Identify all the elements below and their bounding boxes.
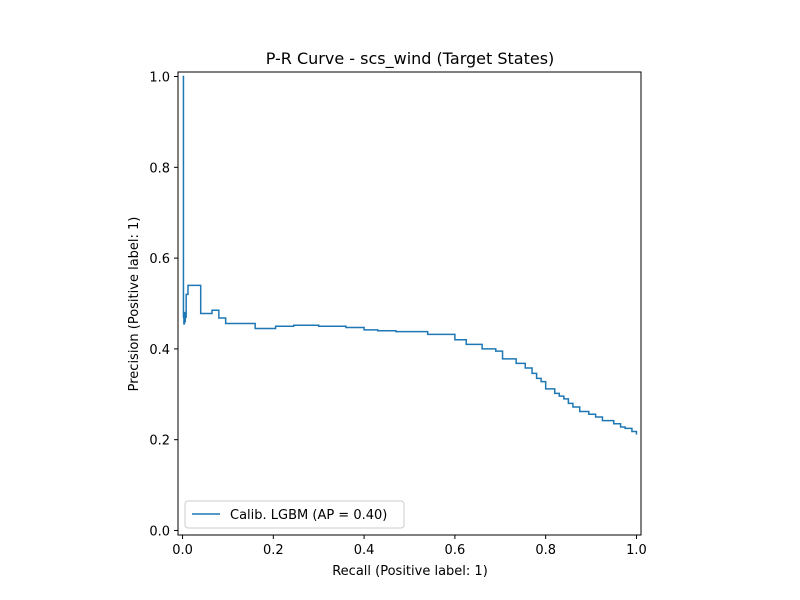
y-tick-label: 0.4 bbox=[149, 343, 170, 358]
x-tick-label: 0.4 bbox=[354, 543, 375, 558]
x-tick-label: 0.2 bbox=[263, 543, 284, 558]
y-tick-label: 0.0 bbox=[149, 524, 170, 539]
curve-layer bbox=[182, 75, 638, 435]
plot-area bbox=[177, 71, 642, 536]
x-axis: 0.0 0.2 0.4 0.6 0.8 1.0 bbox=[172, 535, 647, 558]
y-tick-label: 0.2 bbox=[149, 434, 170, 449]
x-tick-label: 0.0 bbox=[172, 543, 193, 558]
chart-title: P-R Curve - scs_wind (Target States) bbox=[266, 49, 555, 69]
legend: Calib. LGBM (AP = 0.40) bbox=[184, 500, 405, 529]
y-axis: 0.0 0.2 0.4 0.6 0.8 1.0 bbox=[149, 71, 178, 539]
x-axis-label: Recall (Positive label: 1) bbox=[332, 564, 488, 579]
x-tick-label: 0.6 bbox=[445, 543, 466, 558]
y-axis-label: Precision (Positive label: 1) bbox=[127, 217, 142, 392]
legend-label: Calib. LGBM (AP = 0.40) bbox=[230, 508, 387, 523]
y-tick-label: 0.6 bbox=[149, 252, 170, 267]
x-tick-label: 1.0 bbox=[626, 543, 647, 558]
y-tick-label: 1.0 bbox=[149, 71, 170, 86]
y-tick-label: 0.8 bbox=[149, 161, 170, 176]
legend-box bbox=[184, 500, 405, 529]
series-line bbox=[182, 75, 638, 435]
axes-frame bbox=[177, 71, 642, 536]
x-tick-label: 0.8 bbox=[535, 543, 556, 558]
